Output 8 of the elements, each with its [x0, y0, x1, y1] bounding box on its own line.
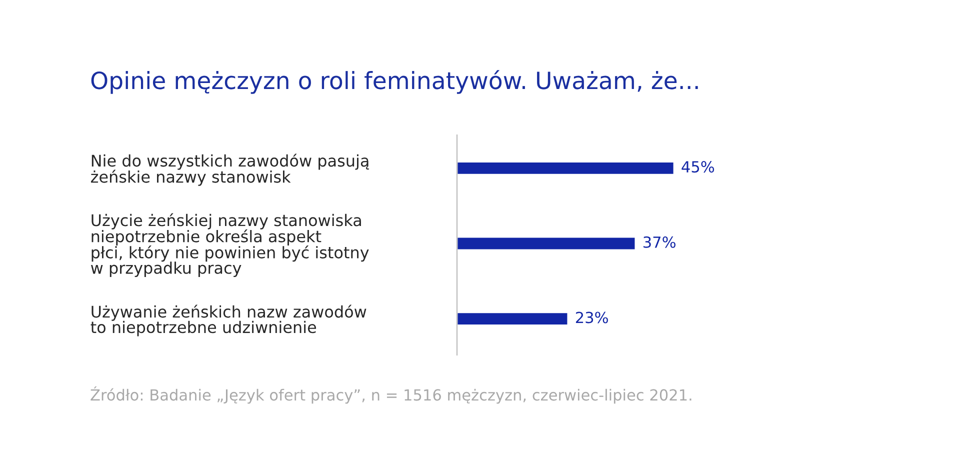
- chart-title: Opinie mężczyzn o roli feminatywów. Uważam, że...: [91, 70, 698, 94]
- data-label: 23%: [576, 312, 608, 324]
- data-label: 37%: [644, 236, 676, 248]
- text: Źródło: Badanie „Język ofert pracy”, n = 1516 mężczyzn, czerwiec-lipiec 2021.: [90, 386, 692, 404]
- y-tick-label: Nie do wszystkich zawodów pasują żeńskie nazwy stanowisk: [91, 154, 369, 186]
- y-tick-label: Używanie żeńskich nazw zawodów to niepotrzebne udziwnienie: [90, 304, 366, 336]
- y-tick-label: Użycie żeńskiej nazwy stanowiska niepotrzebnie określa aspekt płci, który nie powinien być istotny w przypadku pracy: [91, 213, 369, 278]
- data-label: 45%: [682, 161, 714, 173]
